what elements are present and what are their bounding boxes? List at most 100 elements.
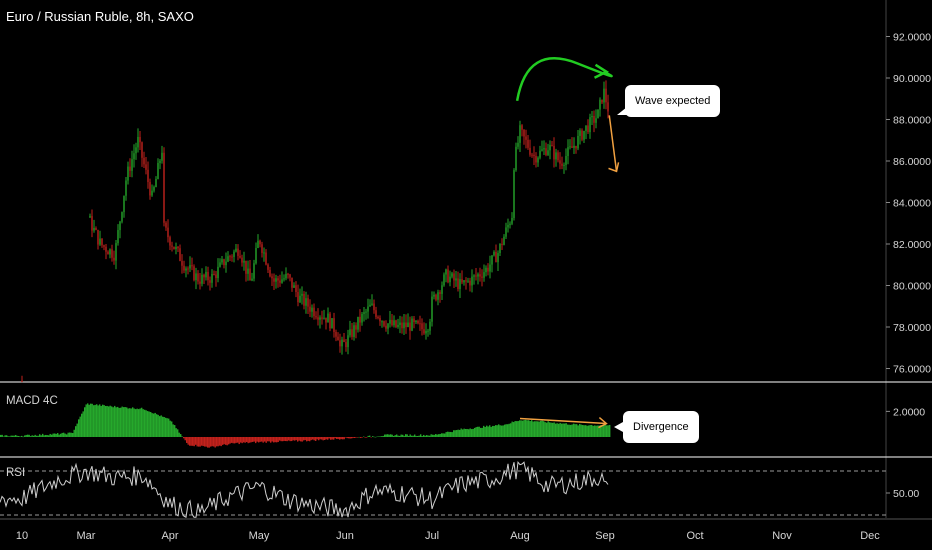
candle-body (529, 147, 531, 155)
macd-bar (534, 421, 536, 437)
macd-bar (562, 423, 564, 437)
macd-bar (162, 416, 164, 437)
candle-body (307, 298, 309, 307)
macd-bar (445, 432, 447, 437)
macd-bar (115, 407, 117, 437)
macd-bar (166, 418, 168, 437)
macd-bar (583, 425, 585, 437)
macd-bar (70, 432, 72, 437)
candle-body (577, 135, 579, 149)
macd-bar (73, 429, 75, 437)
macd-bar (48, 435, 50, 437)
macd-bar (339, 437, 341, 440)
macd-bar (474, 427, 476, 437)
price-tick-label: 82.0000 (893, 239, 931, 251)
macd-bar (555, 423, 557, 437)
macd-bar (297, 437, 299, 442)
rsi-pane-label: RSI (6, 467, 26, 479)
macd-bar (193, 437, 195, 447)
candle-body (227, 256, 229, 262)
macd-bar (462, 429, 464, 437)
candle-body (349, 329, 351, 336)
macd-bar (577, 425, 579, 437)
candle-body (493, 251, 495, 256)
macd-bar (348, 437, 350, 439)
candle-body (505, 227, 507, 237)
macd-bar (432, 434, 434, 437)
macd-bar (40, 435, 42, 437)
candle-body (311, 307, 313, 312)
macd-bar (310, 437, 312, 441)
candle-body (425, 330, 427, 334)
macd-bar (450, 431, 452, 437)
macd-bar (21, 435, 23, 437)
macd-bar (93, 405, 95, 437)
candle-body (141, 142, 143, 158)
candle-body (99, 238, 101, 245)
macd-bar (219, 437, 221, 446)
candle-body (415, 320, 417, 323)
macd-bar (91, 403, 93, 437)
macd-bar (210, 437, 212, 447)
candle-body (243, 260, 245, 263)
candle-body (399, 322, 401, 325)
macd-bar (408, 436, 410, 437)
macd-bar (159, 416, 161, 437)
macd-bar (79, 416, 81, 437)
time-tick-label: Oct (686, 530, 703, 542)
macd-bar (181, 436, 183, 437)
macd-bar (28, 434, 30, 437)
candle-body (489, 264, 491, 272)
forecast-arrow-line (608, 115, 618, 172)
candle-body (297, 292, 299, 303)
candle-body (251, 278, 253, 281)
macd-bar (57, 433, 59, 437)
macd-bar (222, 437, 224, 445)
macd-bar (373, 436, 375, 438)
candle-body (117, 230, 119, 244)
candle-body (363, 312, 365, 314)
candle-body (279, 280, 281, 283)
candle-body (299, 295, 301, 303)
candle-body (259, 240, 261, 245)
macd-bar (390, 434, 392, 437)
macd-bar (609, 424, 611, 437)
macd-bar (556, 423, 558, 437)
macd-bar (129, 408, 131, 437)
candle-body (147, 169, 149, 183)
macd-bar (120, 407, 122, 437)
macd-bar (366, 437, 368, 438)
macd-bar (132, 407, 134, 437)
macd-bar (211, 437, 213, 447)
candle-body (429, 321, 431, 331)
candle-body (127, 166, 129, 181)
candle-body (189, 265, 191, 269)
candle-body (559, 160, 561, 164)
macd-bar (468, 429, 470, 437)
candle-body (359, 316, 361, 323)
macd-bar (319, 437, 321, 440)
candle-body (471, 276, 473, 286)
candle-body (265, 252, 267, 265)
time-tick-label: Mar (77, 530, 96, 542)
macd-bar (163, 417, 165, 437)
macd-bar (516, 421, 518, 437)
macd-bar (4, 435, 6, 437)
macd-bar (460, 428, 462, 437)
macd-bar (600, 425, 602, 437)
macd-bar (183, 437, 185, 439)
macd-bar (169, 420, 171, 437)
macd-bar (270, 437, 272, 443)
macd-bar (97, 405, 99, 437)
macd-bar (475, 427, 477, 437)
candle-body (135, 147, 137, 154)
macd-bar (520, 420, 522, 437)
macd-bar (502, 425, 504, 437)
macd-bar (363, 436, 365, 438)
macd-bar (412, 435, 414, 437)
macd-bar (604, 424, 606, 437)
forecast-arrow-head (608, 162, 620, 173)
candle-body (413, 318, 415, 323)
candle-body (235, 248, 237, 252)
macd-bar (273, 437, 275, 443)
